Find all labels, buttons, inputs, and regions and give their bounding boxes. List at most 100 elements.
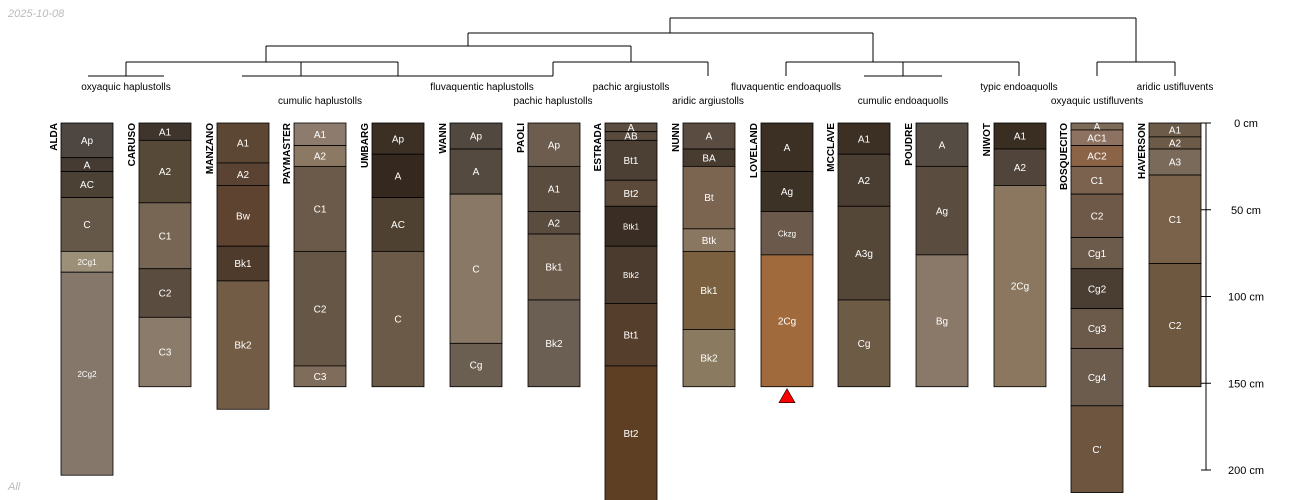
horizon-wann-0	[449, 122, 503, 150]
horizon-estrada-2	[604, 139, 658, 181]
horizon-label: Bk2	[234, 341, 252, 352]
profile-name: PAOLI	[516, 123, 527, 153]
horizon-nunn-5	[682, 329, 736, 388]
horizon-label: C2	[159, 289, 172, 300]
profile-niwot: A1 A2 2Cg NIWOT	[982, 122, 1047, 388]
taxon-label: fluvaquentic endoaquolls	[731, 82, 841, 93]
horizon-label: C	[472, 264, 479, 275]
taxonomy-labels: oxyaquic haplustolls cumulic haplustolls f…	[81, 82, 1213, 107]
horizon-label: Ap	[548, 140, 561, 151]
horizon-label: Bt2	[623, 189, 638, 200]
profile-wann: Ap A C Cg WANN	[438, 122, 503, 388]
horizon-label: Ag	[781, 187, 793, 198]
horizon-label: A	[1094, 122, 1101, 133]
horizon-bosquecito-6	[1070, 268, 1124, 310]
profile-name: POUDRE	[904, 123, 915, 166]
depth-tick-label: 0 cm	[1234, 118, 1258, 130]
horizon-label: Cg	[858, 339, 871, 350]
horizon-bosquecito-8	[1070, 348, 1124, 407]
horizon-label: Bg	[936, 316, 948, 327]
depth-tick-label: 200 cm	[1228, 465, 1264, 477]
horizon-label: A	[939, 140, 946, 151]
horizon-bosquecito-9	[1070, 405, 1124, 493]
horizon-mcclave-0	[837, 122, 891, 155]
profile-name: CARUSO	[127, 123, 138, 167]
horizon-label: A3g	[855, 249, 873, 260]
horizon-haverson-4	[1148, 263, 1202, 388]
horizon-label: Cg4	[1088, 373, 1107, 384]
horizon-niwot-1	[993, 148, 1047, 186]
horizon-mcclave-3	[837, 299, 891, 388]
footer-label: All	[8, 481, 21, 493]
profile-mcclave: A1 A2 A3g Cg MCCLAVE	[826, 122, 891, 388]
profile-name: LOVELAND	[749, 123, 760, 178]
horizon-nunn-2	[682, 165, 736, 230]
horizon-label: Bt1	[623, 156, 638, 167]
profile-name: MANZANO	[205, 123, 216, 174]
horizon-label: 2Cg1	[77, 258, 97, 267]
horizon-bosquecito-4	[1070, 193, 1124, 238]
profile-manzano: A1 A2 Bw Bk1 Bk2 MANZANO	[205, 122, 270, 410]
taxon-label: cumulic haplustolls	[278, 96, 362, 107]
profile-name: PAYMASTER	[282, 122, 293, 184]
profile-loveland: A Ag Ckzg 2Cg LOVELAND	[749, 122, 814, 404]
horizon-label: A2	[237, 170, 250, 181]
horizon-label: A1	[858, 134, 871, 145]
horizon-caruso-3	[138, 268, 192, 318]
date-stamp: 2025-10-08	[8, 8, 65, 20]
horizon-loveland-3	[760, 254, 814, 388]
horizon-estrada-5	[604, 245, 658, 304]
horizon-label: Bk1	[700, 286, 718, 297]
horizon-label: Bk2	[545, 339, 563, 350]
horizon-alda-3	[60, 197, 114, 252]
horizon-paoli-1	[527, 165, 581, 212]
horizon-label: A2	[159, 167, 172, 178]
horizon-label: 2Cg2	[77, 370, 97, 379]
horizon-label: AC	[80, 180, 94, 191]
depth-tick-label: 50 cm	[1231, 205, 1261, 217]
horizon-haverson-2	[1148, 148, 1202, 176]
taxon-label: aridic ustifluvents	[1137, 82, 1214, 93]
depth-tick-label: 100 cm	[1228, 292, 1264, 304]
horizon-loveland-0	[760, 122, 814, 172]
profile-umbarg: Ap A AC C UMBARG	[360, 122, 425, 388]
horizon-label: A	[628, 123, 635, 134]
horizon-label: Btk2	[623, 271, 640, 280]
horizon-label: C1	[314, 205, 327, 216]
horizon-umbarg-2	[371, 197, 425, 252]
taxon-label: aridic argiustolls	[672, 96, 744, 107]
horizon-manzano-0	[216, 122, 270, 164]
profile-estrada: AAB Bt1 Bt2 Btk1 Btk2 Bt1 Bt2 ESTRADA	[593, 122, 658, 500]
horizon-wann-3	[449, 342, 503, 388]
profile-poudre: A Ag Bg POUDRE	[904, 122, 969, 388]
horizon-label: A2	[1169, 139, 1182, 150]
red-triangle-marker	[778, 388, 796, 404]
horizon-caruso-4	[138, 316, 192, 388]
profile-name: BOSQUECITO	[1059, 123, 1070, 190]
profile-name: ALDA	[49, 123, 60, 151]
horizon-paymaster-3	[293, 250, 347, 367]
horizon-label: A2	[1014, 163, 1027, 174]
horizon-caruso-2	[138, 202, 192, 270]
horizon-label: Bk1	[234, 259, 252, 270]
horizon-label: A2	[314, 152, 327, 163]
horizon-label: A1	[237, 139, 250, 150]
horizon-bosquecito-3	[1070, 165, 1124, 195]
horizon-label: Cg2	[1088, 284, 1107, 295]
profile-caruso: A1 A2 C1 C2 C3 CARUSO	[127, 122, 192, 388]
horizon-label: 2Cg	[1011, 282, 1029, 293]
taxon-label: fluvaquentic haplustolls	[430, 82, 533, 93]
profile-paymaster: A1 A2 C1 C2 C3 PAYMASTER	[282, 122, 347, 388]
horizon-label: A1	[314, 130, 327, 141]
profile-name: UMBARG	[360, 123, 371, 168]
horizon-poudre-0	[915, 122, 969, 167]
horizon-label: Ap	[81, 136, 94, 147]
horizon-umbarg-0	[371, 122, 425, 155]
horizon-label: C2	[314, 304, 327, 315]
horizon-alda-2	[60, 171, 114, 199]
horizon-bosquecito-5	[1070, 237, 1124, 270]
horizon-label: Bk2	[700, 354, 718, 365]
horizon-label: C'	[1092, 445, 1101, 456]
horizon-label: C1	[1091, 176, 1104, 187]
